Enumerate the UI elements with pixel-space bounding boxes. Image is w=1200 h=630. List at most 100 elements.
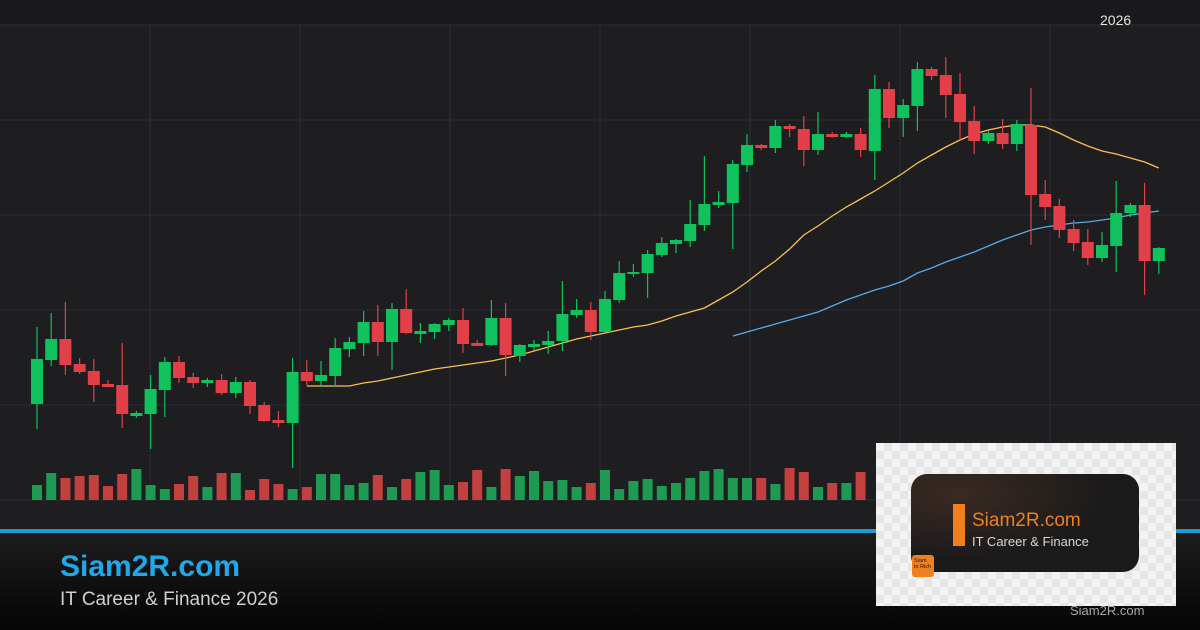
volume-bar [174,484,184,500]
candle-down [584,310,597,332]
candle-down [1039,194,1052,207]
candle-up [726,164,739,203]
candle-down [102,384,114,387]
volume-bar [287,489,298,500]
volume-bar [443,485,454,500]
volume-bar [642,479,653,500]
candle-up [599,299,611,332]
volume-bar [671,483,681,500]
candle-down [783,126,796,129]
volume-bar [827,483,838,500]
candle-down [244,382,256,406]
volume-bar [742,478,752,500]
candle-up [485,318,498,345]
candle-up [329,348,342,376]
volume-bar [316,474,326,500]
brand-title: Siam2R.com [60,550,241,583]
volume-bar [159,489,170,500]
candle-down [797,129,810,150]
candle-up [158,362,171,390]
volume-bar [301,487,312,500]
candle-up [840,134,853,137]
candle-down [883,89,895,118]
candle-up [386,309,398,342]
candle-up [513,345,526,356]
logo-bar-icon [953,504,965,546]
candle-up [684,224,697,241]
volume-bar [514,476,525,500]
candle-up [414,331,427,334]
candle-down [755,145,768,148]
candle-down [400,309,413,333]
candle-down [272,420,285,423]
candle-down [499,318,512,355]
candle-down [300,372,313,381]
candle-up [627,272,640,274]
candle-up [911,69,924,106]
candle-down [173,362,185,378]
volume-bar [685,478,696,500]
candle-down [968,121,981,141]
candle-up [343,342,356,349]
volume-bar [557,480,568,500]
volume-bar [798,472,809,500]
volume-bar [46,473,57,500]
volume-bar [429,470,440,500]
candle-up [698,204,711,225]
candle-up [670,240,682,244]
candle-down [925,69,938,76]
candle-up [1096,245,1108,258]
volume-bar [727,478,738,500]
volume-bar [458,482,468,500]
candle-up [812,134,824,150]
volume-bar [656,486,667,500]
volume-bar [32,485,42,500]
volume-bar [628,481,639,500]
candle-up [655,243,668,255]
candle-down [73,364,86,372]
logo-card: Siam2R.com IT Career & Finance [911,474,1139,572]
volume-bar [784,468,795,500]
candle-down [258,405,271,421]
candle-up [641,254,654,273]
volume-bar [614,489,625,500]
moving-average-long-line [732,210,1159,337]
volume-bar [273,484,284,500]
candle-down [1081,242,1094,258]
candle-up [556,314,569,341]
candle-down [939,75,952,95]
volume-bar [543,481,554,500]
volume-bar [103,486,113,500]
volume-bar [358,483,369,500]
volume-bar [88,475,99,500]
x-axis-year-label: 2026 [1100,12,1132,28]
volume-bar [259,479,270,500]
candle-up [45,339,58,360]
candle-down [215,380,228,393]
candle-down [1025,125,1037,195]
volume-bar [486,487,497,500]
candle-down [826,134,839,137]
top-band [0,0,1200,25]
candle-down [1138,205,1151,261]
candle-down [954,94,966,122]
candle-down [87,371,100,385]
volume-bar [699,471,710,500]
candle-up [1010,124,1023,144]
volume-bar [401,479,412,500]
volume-bar [571,487,582,500]
volume-bar [202,487,213,500]
volume-bar [756,478,767,500]
volume-bar [230,473,241,500]
volume-bar [585,483,596,500]
volume-bar [841,483,852,500]
candle-up [286,372,299,423]
siam-to-rich-badge: Siam to Rich [912,555,934,577]
candle-up [897,105,910,118]
volume-bar [500,469,511,500]
volume-bar [344,485,355,500]
volume-bar [387,487,397,500]
candle-down [854,134,867,150]
volume-bar [74,476,85,500]
candle-up [868,89,881,151]
